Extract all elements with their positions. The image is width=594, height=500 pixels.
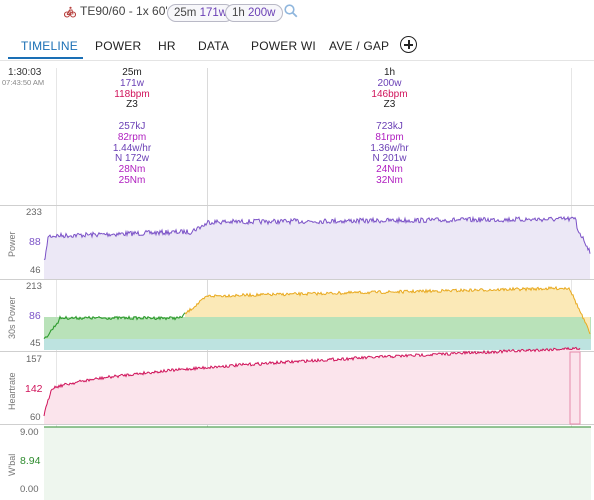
heartrate-panel-title: Heartrate bbox=[7, 372, 17, 410]
tab-timeline[interactable]: TIMELINE bbox=[21, 39, 78, 53]
power-zone-band bbox=[44, 339, 591, 350]
heartrate-min: 60 bbox=[30, 412, 41, 423]
heartrate-selection bbox=[569, 351, 581, 425]
wbal-min: 0.00 bbox=[20, 484, 39, 495]
power-max: 233 bbox=[26, 207, 42, 218]
summary-np: N 201w bbox=[372, 153, 407, 165]
wbal-area bbox=[44, 427, 591, 500]
summary-duration: 1h bbox=[383, 67, 396, 78]
ride-title-text: TE90/60 - 1x 60' bbox=[80, 4, 168, 18]
tab-ave-gap[interactable]: AVE / GAP bbox=[329, 39, 390, 53]
power30-max: 213 bbox=[26, 281, 42, 292]
tab-hr[interactable]: HR bbox=[158, 39, 176, 53]
power-avg: 88 bbox=[29, 236, 41, 248]
active-tab-indicator bbox=[8, 57, 83, 59]
power30-area bbox=[185, 286, 590, 334]
summary-energy: 257kJ bbox=[118, 120, 146, 132]
power-area bbox=[44, 216, 590, 279]
summary-torque: 25Nm bbox=[118, 174, 146, 186]
wbal-panel-title: W'bal bbox=[7, 453, 17, 476]
tab-power[interactable]: POWER bbox=[95, 39, 142, 53]
power30-avg: 86 bbox=[29, 310, 41, 322]
wbal-avg: 8.94 bbox=[20, 455, 41, 467]
search-icon[interactable] bbox=[284, 4, 298, 18]
heartrate-avg: 142 bbox=[25, 383, 43, 395]
summary-zone: Z3 bbox=[383, 99, 396, 111]
heartrate-area bbox=[44, 347, 580, 424]
summary-efficiency: 1.44w/hr bbox=[112, 142, 152, 154]
power30-line bbox=[43, 312, 186, 339]
summary-torque: 24Nm bbox=[376, 164, 403, 176]
summary-torque: 28Nm bbox=[118, 164, 146, 176]
cycling-icon bbox=[64, 6, 76, 18]
summary-cadence: 82rpm bbox=[117, 131, 147, 143]
power-zone-band bbox=[44, 317, 591, 339]
chip-duration: 25m bbox=[174, 7, 197, 19]
power30-panel-title: 30s Power bbox=[7, 296, 17, 339]
cursor-clock: 07:43:50 AM bbox=[2, 78, 45, 87]
selection-boundary bbox=[207, 68, 208, 500]
ride-header: TE90/60 - 1x 60'~ 25m 171w 1h 200w bbox=[0, 0, 594, 26]
chip-25m[interactable]: 25m 171w bbox=[167, 4, 235, 22]
power-line bbox=[43, 215, 591, 260]
summary-torque: 32Nm bbox=[376, 174, 403, 186]
summary-efficiency: 1.36w/hr bbox=[370, 142, 409, 154]
summary-hr: 118bpm bbox=[114, 88, 150, 100]
summary-cadence: 81rpm bbox=[375, 131, 404, 143]
summary-energy: 723kJ bbox=[376, 120, 403, 132]
summary-power: 200w bbox=[377, 77, 402, 89]
wbal-max: 9.00 bbox=[20, 427, 39, 438]
summary-25m: 25m 171w 118bpm Z3 257kJ 82rpm 1.44w/hr … bbox=[57, 67, 207, 187]
chip-power: 200w bbox=[248, 7, 276, 19]
power-min: 46 bbox=[30, 265, 41, 276]
summary-power: 171w bbox=[120, 77, 144, 89]
add-tab-icon[interactable] bbox=[400, 36, 417, 53]
summary-np: N 172w bbox=[115, 153, 149, 165]
selection-boundary bbox=[571, 68, 572, 500]
heartrate-line bbox=[43, 346, 581, 417]
tab-data[interactable]: DATA bbox=[198, 39, 230, 53]
power30-line bbox=[184, 285, 591, 335]
heartrate-max: 157 bbox=[26, 354, 42, 365]
summary-hr: 146bpm bbox=[371, 88, 408, 100]
tab-bar: TIMELINE POWER HR DATA POWER WI AVE / GA… bbox=[0, 30, 594, 61]
summary-zone: Z3 bbox=[126, 99, 138, 111]
tab-power-wi[interactable]: POWER WI bbox=[251, 39, 316, 53]
selection-boundary bbox=[56, 68, 57, 500]
summary-duration: 25m bbox=[122, 67, 142, 78]
chip-power: 171w bbox=[199, 7, 228, 19]
chip-1h[interactable]: 1h 200w bbox=[225, 4, 283, 22]
cursor-time: 1:30:03 bbox=[8, 67, 42, 78]
summary-1h: 1h 200w 146bpm Z3 723kJ 81rpm 1.36w/hr N… bbox=[208, 67, 571, 187]
chip-duration: 1h bbox=[232, 7, 245, 19]
power-panel-title: Power bbox=[7, 231, 17, 257]
power30-min: 45 bbox=[30, 338, 41, 349]
